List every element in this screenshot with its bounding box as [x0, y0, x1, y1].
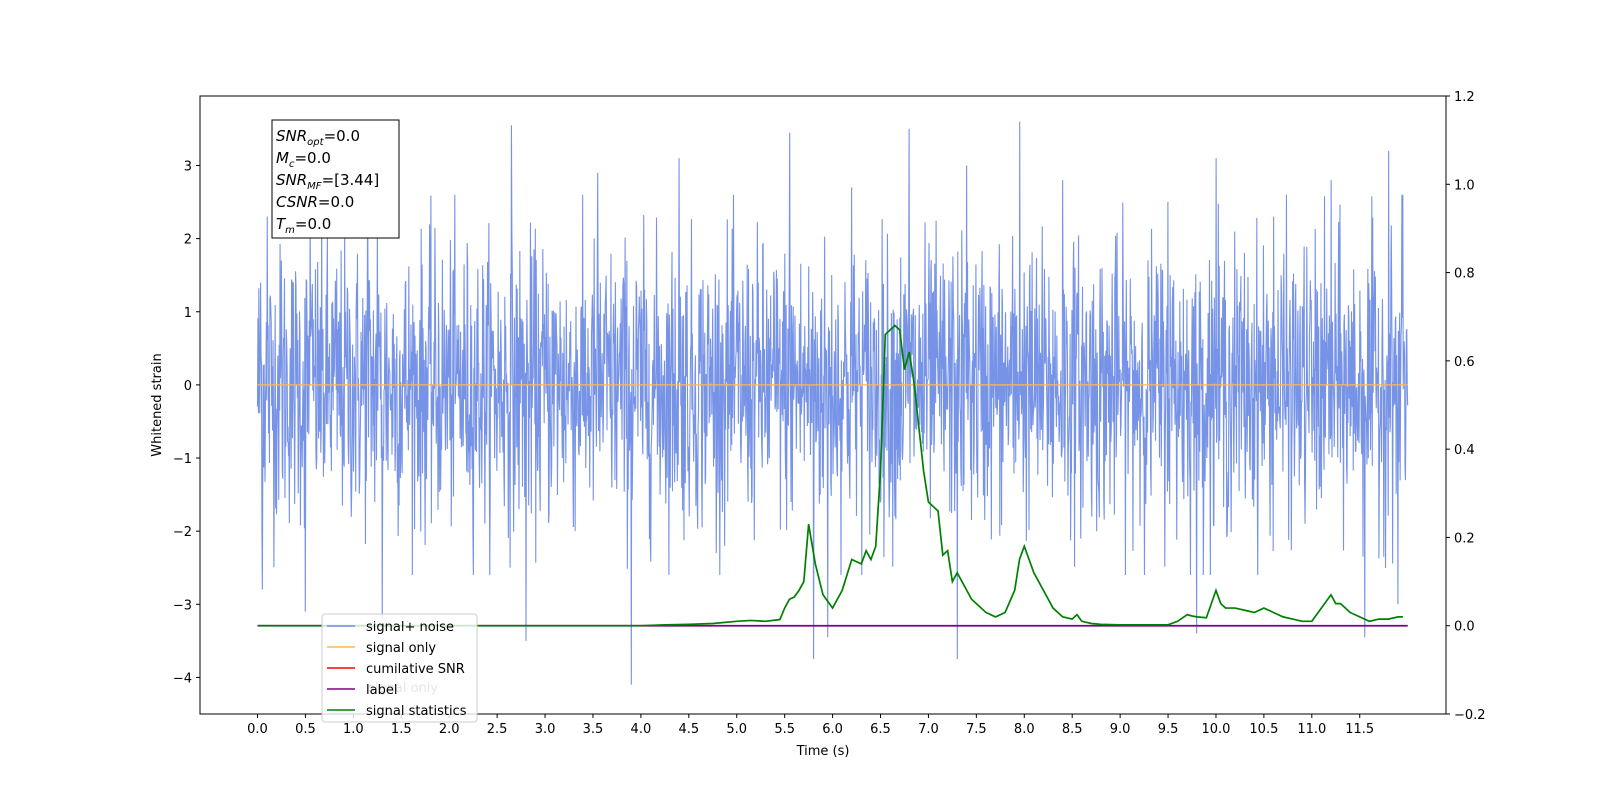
x-axis: 0.0 0.5 1.0 1.5 2.0 2.5 3.0 3.5 4.0 4.5 5.0 5.5 6.0 6… — [247, 714, 1374, 737]
series-signal-noise — [256, 121, 1409, 685]
x-tick-label: 10.0 — [1201, 722, 1230, 737]
series-signal-statistics — [257, 324, 1403, 627]
x-tick-label: 11.0 — [1297, 722, 1326, 737]
plot-frame — [199, 95, 1447, 715]
annotation-line: SNRopt=0.0 — [276, 127, 360, 148]
x-tick-label: 1.0 — [343, 722, 364, 737]
annotation-line: Mc=0.0 — [276, 149, 331, 170]
annotation-line: Tm=0.0 — [276, 215, 331, 236]
x-tick-label: 4.0 — [631, 722, 652, 737]
x-tick-label: 3.5 — [583, 722, 604, 737]
x-tick-label: 0.5 — [295, 722, 316, 737]
y2-tick-label: 0.2 — [1454, 531, 1475, 546]
x-tick-label: 3.0 — [535, 722, 556, 737]
y-axis-label: Whitened strain — [150, 353, 165, 456]
legend-label: signal only — [366, 641, 436, 656]
y-axis-left: −4 −3 −2 −1 0 1 2 3 — [173, 159, 200, 686]
y2-tick-label: 1.0 — [1454, 178, 1475, 193]
legend-label: signal+ noise — [366, 620, 454, 635]
y2-tick-label: 0.6 — [1454, 355, 1475, 370]
legend-ghost-text: signal only — [368, 681, 438, 696]
y2-tick-label: −0.2 — [1454, 708, 1486, 723]
x-tick-label: 11.5 — [1345, 722, 1374, 737]
x-tick-label: 7.5 — [966, 722, 987, 737]
y2-tick-label: 0.4 — [1454, 443, 1475, 458]
x-tick-label: 9.0 — [1110, 722, 1131, 737]
y-tick-label: −1 — [173, 452, 192, 467]
x-tick-label: 8.0 — [1014, 722, 1035, 737]
x-axis-label: Time (s) — [796, 744, 850, 759]
legend-label: signal statistics — [366, 704, 467, 719]
y-tick-label: −3 — [173, 598, 192, 613]
x-tick-label: 5.0 — [726, 722, 747, 737]
y2-tick-label: 1.2 — [1454, 90, 1475, 105]
y-tick-label: −2 — [173, 525, 192, 540]
legend-frame — [321, 613, 478, 723]
annotation-line: CSNR=0.0 — [276, 193, 354, 211]
x-tick-label: 4.5 — [678, 722, 699, 737]
annotation-frame — [271, 119, 400, 239]
legend-label: label — [366, 683, 397, 698]
legend-label: cumilative SNR — [366, 662, 465, 677]
y2-tick-label: 0.0 — [1454, 620, 1475, 635]
y-tick-label: 3 — [184, 159, 192, 174]
y-tick-label: 2 — [184, 233, 192, 248]
x-tick-label: 9.5 — [1158, 722, 1179, 737]
x-tick-label: 6.0 — [822, 722, 843, 737]
y-axis-right: −0.2 0.0 0.2 0.4 0.6 0.8 1.0 1.2 — [1446, 90, 1486, 723]
y2-tick-label: 0.8 — [1454, 267, 1475, 282]
x-tick-label: 10.5 — [1249, 722, 1278, 737]
x-tick-label: 7.0 — [918, 722, 939, 737]
y-tick-label: 1 — [184, 306, 192, 321]
y-tick-label: 0 — [184, 379, 192, 394]
x-tick-label: 5.5 — [774, 722, 795, 737]
x-tick-label: 6.5 — [870, 722, 891, 737]
x-tick-label: 1.5 — [391, 722, 412, 737]
legend: signal only signal+ noise signal only cumil… — [321, 613, 478, 723]
annotation-line: SNRMF=[3.44] — [276, 171, 379, 192]
x-tick-label: 2.5 — [487, 722, 508, 737]
x-tick-label: 0.0 — [247, 722, 268, 737]
x-tick-label: 2.0 — [439, 722, 460, 737]
y-tick-label: −4 — [173, 671, 192, 686]
x-tick-label: 8.5 — [1062, 722, 1083, 737]
